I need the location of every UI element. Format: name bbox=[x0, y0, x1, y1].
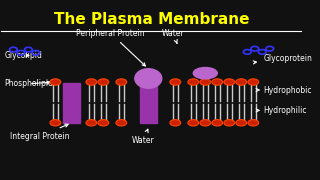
Circle shape bbox=[212, 79, 223, 85]
Text: Glycoprotein: Glycoprotein bbox=[253, 55, 312, 64]
Text: Water: Water bbox=[132, 129, 155, 145]
Text: Hydrophobic: Hydrophobic bbox=[256, 86, 312, 94]
Circle shape bbox=[200, 79, 211, 85]
Text: Glycolipid: Glycolipid bbox=[4, 51, 42, 60]
Circle shape bbox=[212, 120, 223, 126]
Circle shape bbox=[236, 120, 247, 126]
Circle shape bbox=[98, 120, 109, 126]
Circle shape bbox=[86, 79, 97, 85]
Text: Water: Water bbox=[162, 29, 185, 43]
Circle shape bbox=[50, 120, 61, 126]
Circle shape bbox=[200, 120, 211, 126]
Circle shape bbox=[224, 79, 235, 85]
Circle shape bbox=[50, 79, 61, 85]
Circle shape bbox=[188, 120, 199, 126]
Bar bbox=[63, 83, 80, 123]
Circle shape bbox=[116, 79, 127, 85]
Circle shape bbox=[170, 120, 181, 126]
Text: Integral Protein: Integral Protein bbox=[10, 124, 70, 141]
Text: The Plasma Membrane: The Plasma Membrane bbox=[53, 12, 249, 27]
Bar bbox=[140, 83, 157, 123]
Text: Phospholipid: Phospholipid bbox=[4, 79, 53, 88]
Circle shape bbox=[86, 120, 97, 126]
Circle shape bbox=[248, 79, 259, 85]
Ellipse shape bbox=[135, 69, 162, 88]
Circle shape bbox=[248, 120, 259, 126]
Ellipse shape bbox=[193, 68, 217, 79]
Text: Hydrophilic: Hydrophilic bbox=[256, 106, 307, 115]
Circle shape bbox=[188, 79, 199, 85]
Circle shape bbox=[116, 120, 127, 126]
Text: Peripheral Protein: Peripheral Protein bbox=[76, 29, 145, 66]
Circle shape bbox=[236, 79, 247, 85]
Circle shape bbox=[224, 120, 235, 126]
Circle shape bbox=[170, 79, 181, 85]
Circle shape bbox=[98, 79, 109, 85]
